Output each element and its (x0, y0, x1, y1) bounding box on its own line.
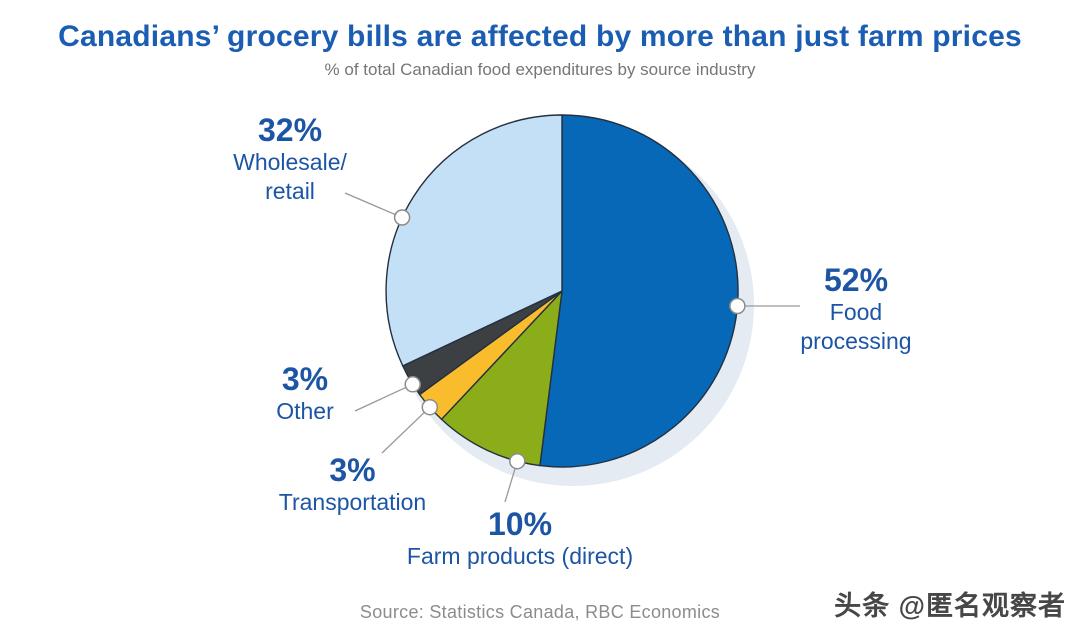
watermark-text: 头条 @匿名观察者 (834, 591, 1066, 621)
slice-value-transportation: 3% (329, 452, 376, 488)
leader-line-wholesale-retail (344, 192, 403, 219)
slice-label-other: 3% Other (245, 361, 365, 426)
slice-label-food-processing: 52% Food processing (766, 262, 946, 356)
slice-value-food-processing: 52% (823, 262, 889, 298)
leader-marker-food-processing (729, 297, 746, 315)
leader-marker-transportation (421, 398, 439, 416)
chart-title: Canadians’ grocery bills are affected by… (58, 20, 1022, 53)
slice-label-transportation: 3% Transportation (245, 452, 460, 517)
pie-slice-wholesale-retail (385, 114, 563, 367)
slice-label-farm-products: 10% Farm products (direct) (385, 506, 655, 571)
slice-name-wholesale-retail: Wholesale/ retail (233, 149, 347, 204)
slice-value-wholesale-retail: 32% (257, 112, 323, 148)
leader-marker-farm-products-direct (509, 452, 526, 470)
chart-subtitle: % of total Canadian food expenditures by… (324, 60, 756, 79)
slice-name-food-processing: Food processing (800, 299, 912, 354)
leader-line-transportation (381, 406, 431, 454)
slice-label-wholesale-retail: 32% Wholesale/ retail (200, 112, 380, 206)
slice-name-other: Other (276, 398, 334, 424)
slice-value-other: 3% (281, 361, 329, 397)
leader-line-other (354, 383, 413, 412)
slice-value-farm-products: 10% (487, 506, 553, 542)
source-credit: Source: Statistics Canada, RBC Economics (359, 602, 721, 622)
leader-marker-wholesale-retail (393, 209, 411, 226)
slice-name-transportation: Transportation (278, 489, 427, 515)
leader-marker-other (404, 376, 421, 393)
slice-name-farm-products: Farm products (direct) (406, 543, 634, 569)
pie-slice-farm-products-direct (440, 290, 563, 467)
